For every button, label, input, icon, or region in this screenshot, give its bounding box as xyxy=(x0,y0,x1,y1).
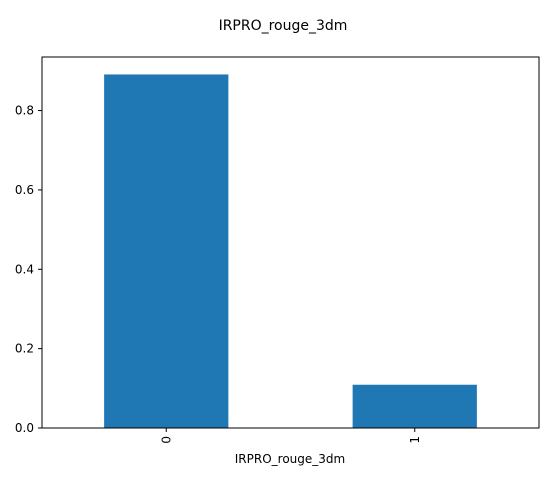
y-tick-label: 0.0 xyxy=(15,421,34,435)
x-tick-label: 0 xyxy=(159,436,173,444)
y-tick-label: 0.2 xyxy=(15,342,34,356)
bar-0 xyxy=(104,74,229,428)
x-axis-label: IRPRO_rouge_3dm xyxy=(235,452,345,466)
y-tick-label: 0.6 xyxy=(15,183,34,197)
bars xyxy=(104,74,477,428)
chart-title: IRPRO_rouge_3dm xyxy=(219,18,348,34)
y-axis-ticks: 0.0 0.2 0.4 0.6 0.8 xyxy=(15,104,42,435)
plot-frame xyxy=(41,56,540,429)
y-tick-label: 0.8 xyxy=(15,104,34,118)
bar-1 xyxy=(352,384,477,428)
x-tick-label: 1 xyxy=(408,436,422,444)
y-tick-label: 0.4 xyxy=(15,262,34,276)
